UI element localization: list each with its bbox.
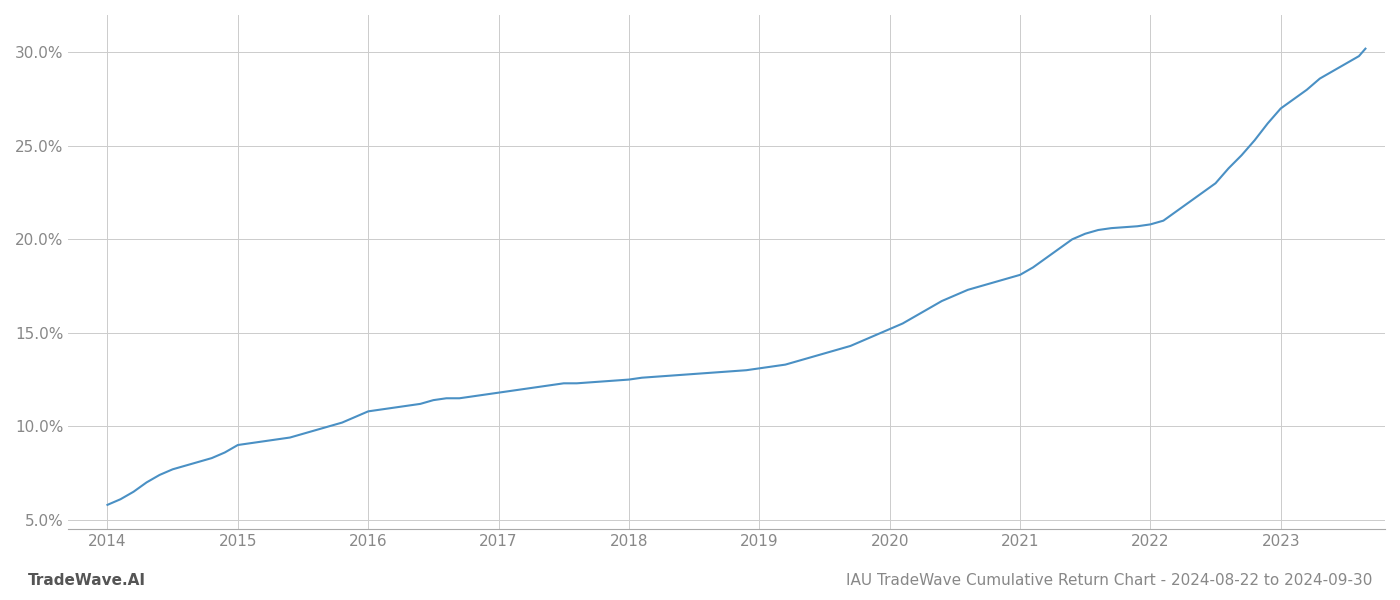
Text: IAU TradeWave Cumulative Return Chart - 2024-08-22 to 2024-09-30: IAU TradeWave Cumulative Return Chart - …	[846, 573, 1372, 588]
Text: TradeWave.AI: TradeWave.AI	[28, 573, 146, 588]
